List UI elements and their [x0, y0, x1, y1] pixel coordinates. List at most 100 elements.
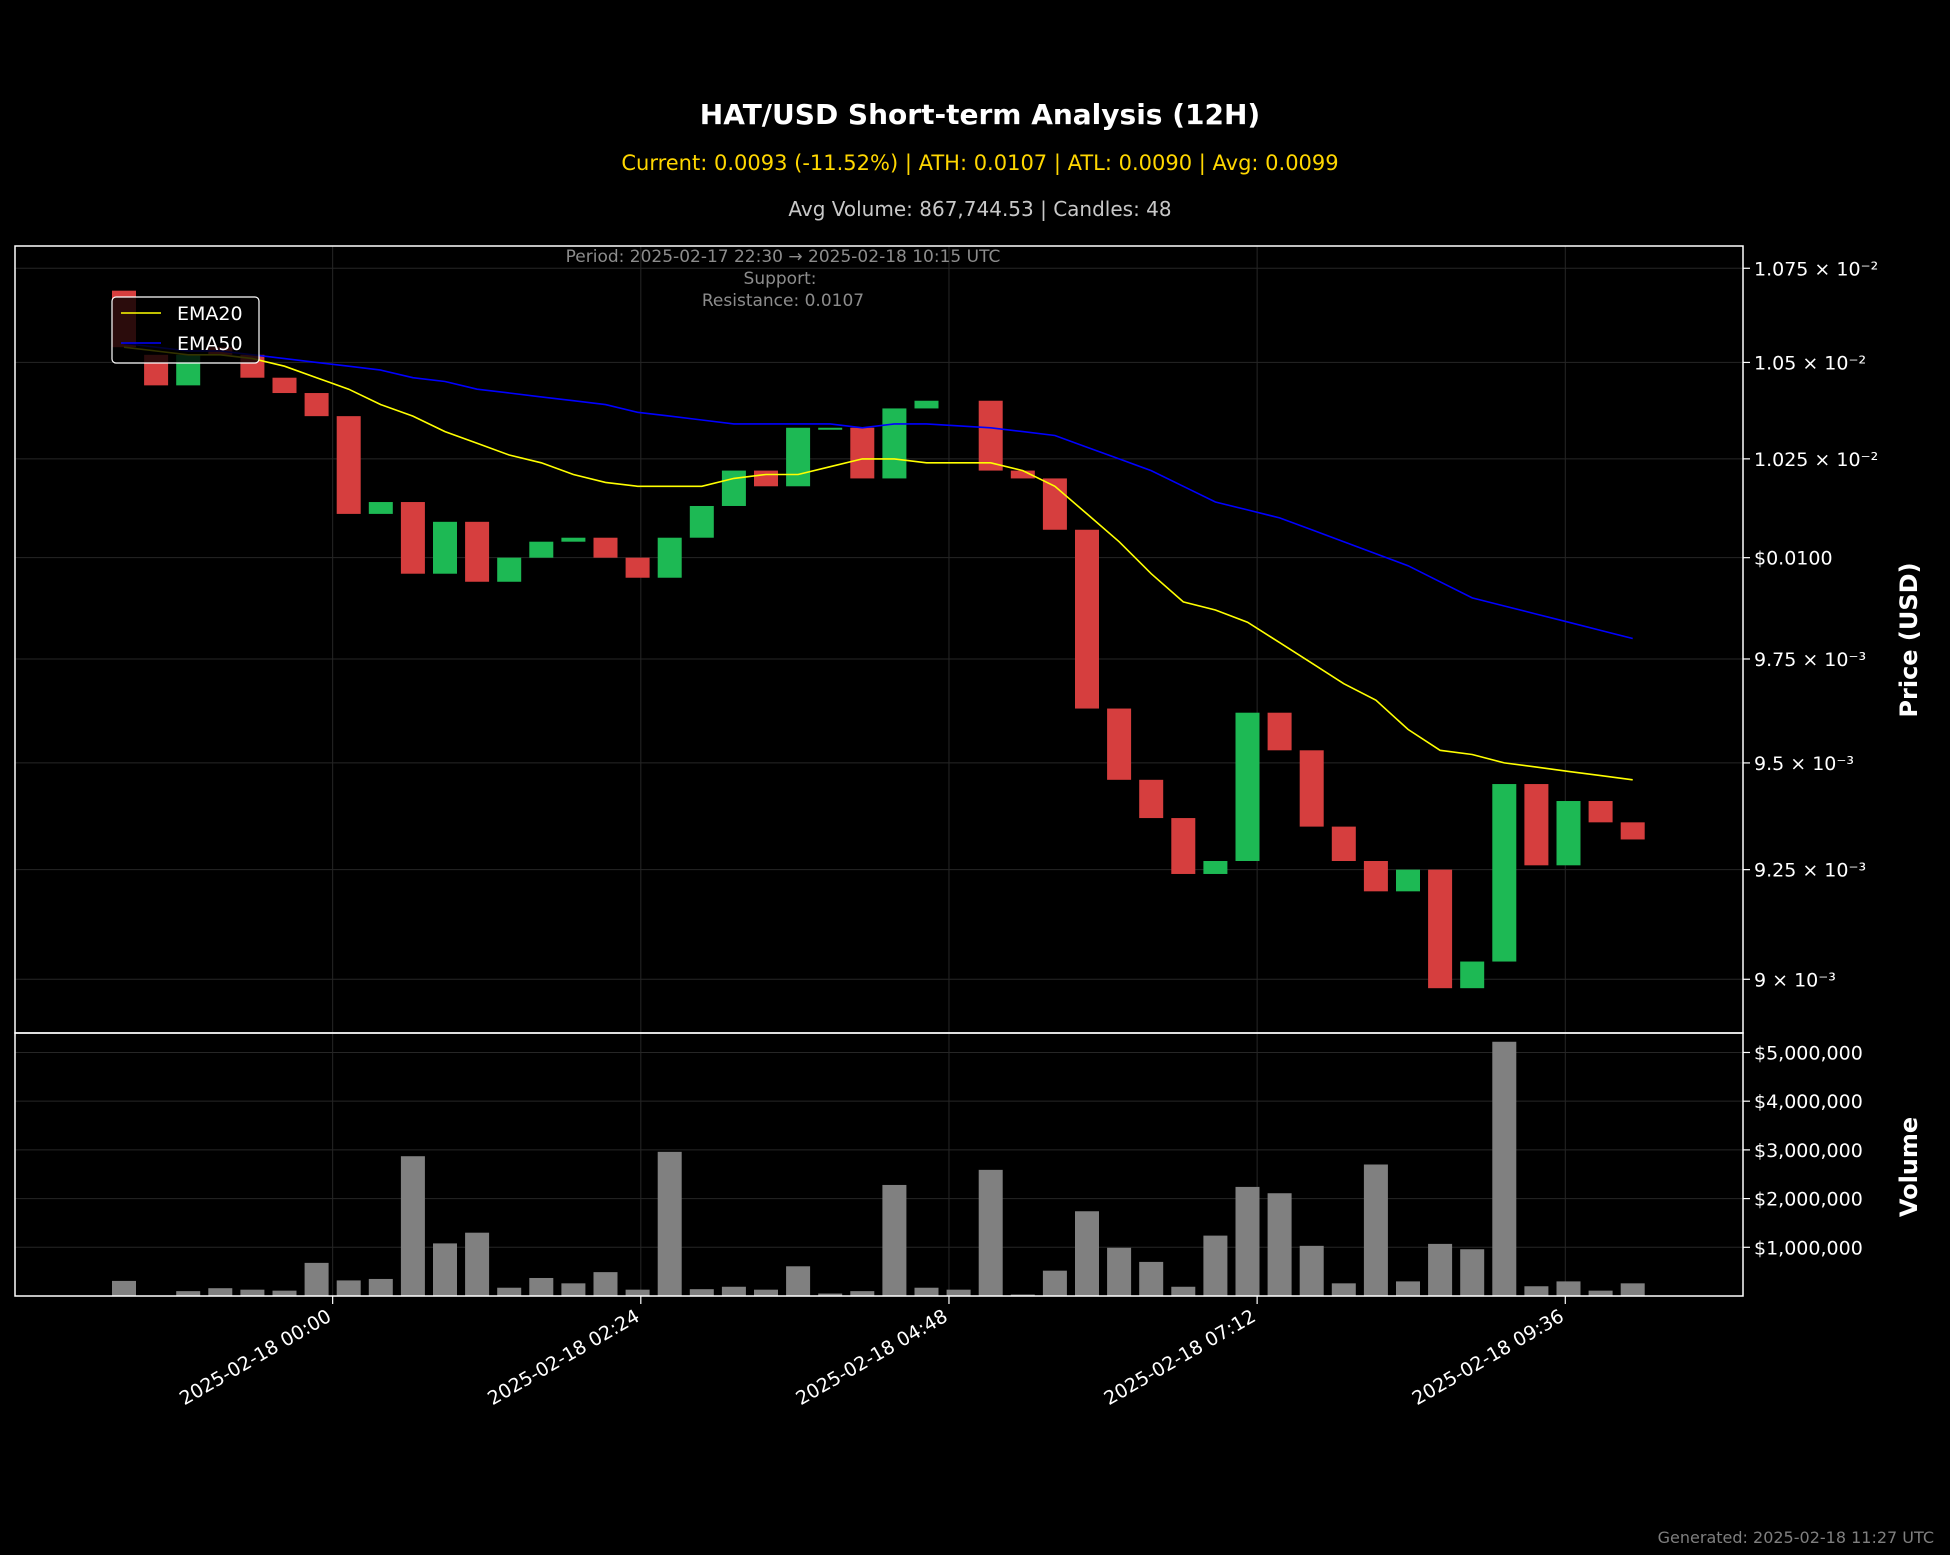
- volume-bar: [1460, 1249, 1485, 1296]
- candle-up: [1203, 861, 1228, 874]
- time-grid: [332, 246, 1566, 1296]
- volume-bar: [304, 1262, 329, 1296]
- candle-down: [1139, 779, 1164, 819]
- candle-down: [400, 502, 425, 574]
- candle-up: [497, 557, 522, 582]
- price-tick-label: 9.25 × 10⁻³: [1754, 860, 1866, 882]
- candle-up: [529, 541, 554, 558]
- volume-bar: [1203, 1235, 1228, 1296]
- chart-subtitle-volume: Avg Volume: 867,744.53 | Candles: 48: [788, 197, 1172, 221]
- volume-bar: [529, 1277, 554, 1296]
- volume-bar: [1235, 1186, 1260, 1296]
- volume-tick-label: $4,000,000: [1754, 1091, 1863, 1113]
- volume-bar: [400, 1156, 425, 1296]
- time-tick-label: 2025-02-18 09:36: [1409, 1305, 1568, 1410]
- volume-bar: [1331, 1283, 1356, 1296]
- volume-bar: [850, 1291, 875, 1296]
- time-axis-ticks: 2025-02-18 00:00 2025-02-18 02:24 2025-02-…: [176, 1296, 1568, 1410]
- volume-bar: [786, 1266, 811, 1296]
- candle-down: [1620, 822, 1645, 840]
- volume-bar: [1556, 1281, 1581, 1296]
- volume-tick-label: $2,000,000: [1754, 1189, 1863, 1211]
- candle-down: [1524, 784, 1549, 866]
- price-axis-ticks: 9 × 10⁻³ 9.25 × 10⁻³ 9.5 × 10⁻³ 9.75 × 10⁻³…: [1743, 258, 1878, 991]
- candle-up: [818, 427, 843, 430]
- candle-down: [978, 400, 1003, 471]
- candle-down: [272, 377, 297, 394]
- support-annotation: Support:: [744, 269, 817, 289]
- volume-bar: [1588, 1290, 1613, 1296]
- volume-bar: [1139, 1261, 1164, 1296]
- candle-up: [368, 502, 393, 514]
- volume-bar: [593, 1272, 618, 1296]
- volume-bar: [272, 1290, 297, 1296]
- volume-bar: [433, 1243, 457, 1296]
- volume-bar: [208, 1288, 233, 1296]
- period-annotation: Period: 2025-02-17 22:30 → 2025-02-18 10…: [566, 247, 1001, 267]
- candle-down: [850, 427, 875, 479]
- candle-up: [786, 427, 811, 487]
- candle-up: [721, 470, 746, 506]
- volume-bar: [978, 1169, 1003, 1296]
- volume-bar: [721, 1286, 746, 1296]
- candle-down: [1267, 712, 1292, 751]
- candle-down: [625, 557, 650, 578]
- volume-bar: [1107, 1247, 1132, 1296]
- volume-bar: [1299, 1245, 1324, 1296]
- ema-lines-layer: [123, 342, 1633, 781]
- volume-bar: [818, 1293, 843, 1296]
- time-tick-label: 2025-02-18 00:00: [176, 1305, 335, 1410]
- volume-bar: [176, 1291, 201, 1296]
- time-tick-label: 2025-02-18 02:24: [484, 1305, 643, 1410]
- volume-bar: [112, 1280, 136, 1296]
- time-tick-label: 2025-02-18 07:12: [1100, 1305, 1259, 1410]
- candle-down: [593, 537, 618, 558]
- price-tick-label: 1.05 × 10⁻²: [1754, 352, 1866, 374]
- volume-axis-label: Volume: [1895, 1117, 1923, 1217]
- generated-timestamp: Generated: 2025-02-18 11:27 UTC: [1657, 1528, 1934, 1547]
- volume-bar: [946, 1289, 971, 1296]
- candle-down: [1331, 826, 1356, 862]
- legend-ema50-label: EMA50: [177, 333, 243, 355]
- volume-bar: [1620, 1283, 1645, 1296]
- volume-tick-label: $1,000,000: [1754, 1237, 1863, 1259]
- volume-bars-layer: [112, 1041, 1645, 1296]
- volume-bar: [368, 1278, 393, 1296]
- price-tick-label: 1.075 × 10⁻²: [1754, 258, 1878, 280]
- volume-tick-label: $5,000,000: [1754, 1042, 1863, 1064]
- volume-bar: [561, 1283, 586, 1296]
- volume-bar: [1267, 1193, 1292, 1296]
- volume-axis-ticks: $1,000,000 $2,000,000 $3,000,000 $4,000,000…: [1743, 1042, 1863, 1259]
- candle-down: [1171, 818, 1196, 874]
- candle-down: [1107, 708, 1132, 780]
- price-tick-label: 9.5 × 10⁻³: [1754, 753, 1854, 775]
- chart-title: HAT/USD Short-term Analysis (12H): [699, 98, 1261, 131]
- volume-panel-frame: [14, 1032, 1744, 1297]
- candle-down: [1299, 750, 1324, 827]
- volume-bar: [1524, 1286, 1549, 1296]
- candle-up: [1235, 712, 1260, 862]
- candle-down: [754, 470, 778, 487]
- candle-down: [1588, 801, 1613, 823]
- candle-down: [465, 521, 490, 582]
- volume-bar: [240, 1289, 265, 1296]
- volume-bar: [1396, 1281, 1420, 1296]
- volume-grid: [15, 1051, 1743, 1248]
- volume-bar: [1042, 1270, 1067, 1296]
- candle-down: [336, 416, 361, 514]
- volume-bar: [657, 1151, 682, 1296]
- price-tick-label: 9 × 10⁻³: [1754, 969, 1836, 991]
- candle-up: [657, 537, 682, 578]
- candle-down: [304, 393, 329, 417]
- legend: EMA20 EMA50: [111, 296, 260, 364]
- volume-bar: [336, 1280, 361, 1296]
- candle-up: [433, 521, 457, 574]
- chart-subtitle-stats: Current: 0.0093 (-11.52%) | ATH: 0.0107 …: [621, 151, 1339, 175]
- price-tick-label: 1.025 × 10⁻²: [1754, 449, 1878, 471]
- volume-bar: [689, 1289, 714, 1296]
- candle-down: [1010, 470, 1035, 479]
- candle-up: [1460, 961, 1485, 989]
- volume-bar: [754, 1289, 778, 1296]
- candle-up: [914, 400, 939, 409]
- candle-down: [1363, 861, 1388, 892]
